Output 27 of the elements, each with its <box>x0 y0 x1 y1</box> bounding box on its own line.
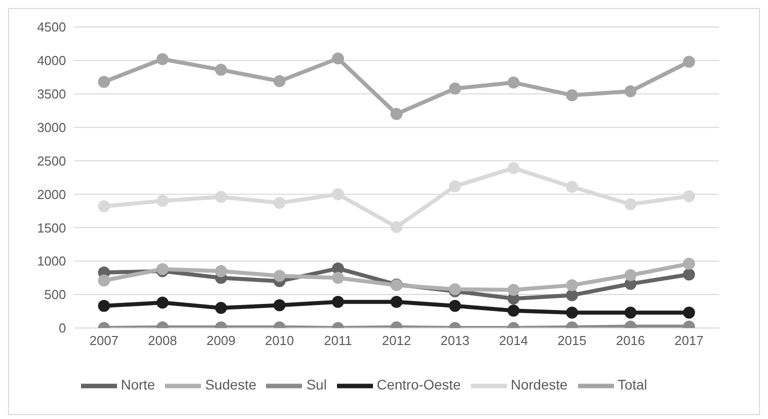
x-tick-label: 2008 <box>148 333 177 348</box>
x-tick-label: 2013 <box>440 333 470 348</box>
y-tick-label: 4000 <box>37 53 66 68</box>
legend-label: Centro-Oeste <box>376 376 461 393</box>
legend-label: Total <box>618 376 648 393</box>
y-tick-label: 500 <box>44 287 66 302</box>
x-tick-label: 2017 <box>674 333 704 348</box>
y-tick-label: 3500 <box>37 86 66 102</box>
legend-label: Sul <box>306 376 327 393</box>
legend-label: Nordeste <box>510 376 568 393</box>
legend-label: Sudeste <box>205 376 256 393</box>
x-tick-label: 2015 <box>558 333 586 348</box>
y-tick-label: 2500 <box>37 153 66 168</box>
x-tick-label: 2010 <box>265 333 294 348</box>
x-tick-label: 2009 <box>206 333 236 348</box>
y-tick-label: 1500 <box>37 220 66 236</box>
legend-label: Norte <box>120 376 156 393</box>
x-tick-label: 2011 <box>324 333 352 348</box>
y-tick-label: 4500 <box>37 20 66 35</box>
x-tick-label: 2012 <box>382 333 411 348</box>
y-tick-label: 1000 <box>37 254 66 269</box>
x-tick-label: 2016 <box>616 333 645 348</box>
x-tick-label: 2007 <box>90 333 118 348</box>
y-tick-label: 2000 <box>37 186 66 202</box>
x-tick-label: 2014 <box>499 333 528 348</box>
y-tick-label: 0 <box>58 320 66 336</box>
y-tick-label: 3000 <box>37 120 66 135</box>
